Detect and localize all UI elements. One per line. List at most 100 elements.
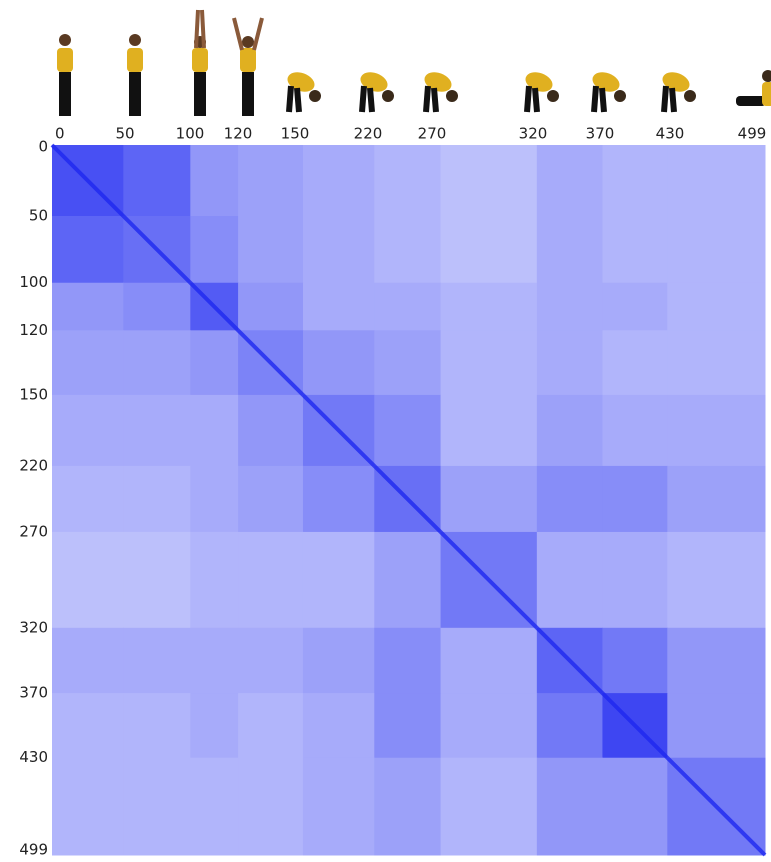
- heat-cell: [667, 283, 765, 331]
- heat-cell: [303, 466, 375, 533]
- heat-cell: [303, 283, 375, 331]
- heat-cell: [52, 693, 124, 758]
- legs: [527, 86, 537, 112]
- heat-cell: [52, 532, 124, 628]
- heat-cell: [303, 532, 375, 628]
- body: [736, 96, 766, 106]
- heat-cell: [374, 330, 441, 395]
- head: [242, 36, 254, 48]
- heat-cell: [303, 628, 375, 694]
- heat-cell: [123, 330, 191, 395]
- heat-cell: [602, 395, 667, 467]
- heat-cell: [190, 466, 238, 533]
- x-tick-label: 430: [656, 125, 685, 143]
- pose-figure: [57, 34, 73, 116]
- heat-cell: [374, 628, 441, 694]
- heat-cell: [374, 145, 441, 217]
- heat-cell: [602, 216, 667, 283]
- heat-cell: [190, 330, 238, 395]
- heat-cell: [374, 216, 441, 283]
- legs: [664, 86, 674, 112]
- pose-figure: [285, 69, 321, 112]
- x-tick-label: 220: [354, 125, 383, 143]
- heat-cell: [602, 330, 667, 395]
- heat-cell: [52, 395, 124, 467]
- torso: [57, 48, 73, 72]
- heat-cell: [238, 466, 303, 533]
- legs: [194, 72, 206, 116]
- torso: [127, 48, 143, 72]
- y-tick-label: 150: [19, 385, 48, 403]
- heat-cell: [667, 466, 765, 533]
- heat-cell: [374, 283, 441, 331]
- heat-cell: [602, 758, 667, 856]
- pose-figure: [422, 69, 458, 112]
- heat-cell: [238, 395, 303, 467]
- y-tick-label: 320: [19, 618, 48, 636]
- heat-cell: [441, 395, 538, 467]
- pose-thumbnails: [57, 10, 771, 116]
- torso: [240, 48, 256, 72]
- heat-cell: [441, 216, 538, 283]
- heat-cell: [303, 145, 375, 217]
- x-tick-label: 499: [738, 125, 767, 143]
- y-tick-label: 0: [38, 138, 48, 156]
- legs: [289, 86, 299, 112]
- heat-cell: [602, 145, 667, 217]
- y-tick-label: 370: [19, 684, 48, 702]
- heat-cell: [190, 758, 238, 856]
- heat-cell: [238, 145, 303, 217]
- heat-cell: [123, 693, 191, 758]
- heat-cell: [52, 628, 124, 694]
- x-tick-label: 120: [224, 125, 253, 143]
- legs: [242, 72, 254, 116]
- heat-cell: [190, 395, 238, 467]
- heat-cell: [602, 283, 667, 331]
- heat-cell: [374, 758, 441, 856]
- heat-cell: [441, 628, 538, 694]
- heat-cell: [374, 693, 441, 758]
- pose-figure: [234, 18, 262, 116]
- heatmap: [52, 145, 766, 856]
- y-tick-label: 499: [19, 841, 48, 859]
- head: [59, 34, 71, 46]
- x-tick-label: 50: [115, 125, 134, 143]
- y-tick-label: 100: [19, 273, 48, 291]
- x-tick-label: 150: [281, 125, 310, 143]
- head: [684, 90, 696, 102]
- heat-cell: [537, 283, 603, 331]
- heat-cell: [52, 330, 124, 395]
- heat-cell: [441, 330, 538, 395]
- heat-cell: [537, 395, 603, 467]
- head: [309, 90, 321, 102]
- head: [762, 70, 771, 82]
- heat-cell: [667, 693, 765, 758]
- pose-figure: [523, 69, 559, 112]
- legs: [362, 86, 372, 112]
- heat-cell: [52, 216, 124, 283]
- heat-cell: [190, 532, 238, 628]
- pose-figure: [736, 70, 771, 106]
- legs: [59, 72, 71, 116]
- heat-cell: [537, 330, 603, 395]
- legs: [594, 86, 604, 112]
- heat-cell: [52, 466, 124, 533]
- head: [382, 90, 394, 102]
- heat-cell: [190, 216, 238, 283]
- heat-cell: [190, 628, 238, 694]
- heat-cell: [190, 693, 238, 758]
- y-tick-label: 430: [19, 748, 48, 766]
- heat-cell: [123, 532, 191, 628]
- heat-cell: [667, 395, 765, 467]
- head: [446, 90, 458, 102]
- heat-cell: [441, 693, 538, 758]
- heat-cell: [123, 145, 191, 217]
- legs: [426, 86, 436, 112]
- heat-cell: [190, 145, 238, 217]
- heat-cell: [441, 145, 538, 217]
- heat-cell: [537, 466, 603, 533]
- heat-cell: [52, 758, 124, 856]
- x-tick-label: 0: [55, 125, 65, 143]
- heat-cell: [123, 283, 191, 331]
- heat-cell: [667, 532, 765, 628]
